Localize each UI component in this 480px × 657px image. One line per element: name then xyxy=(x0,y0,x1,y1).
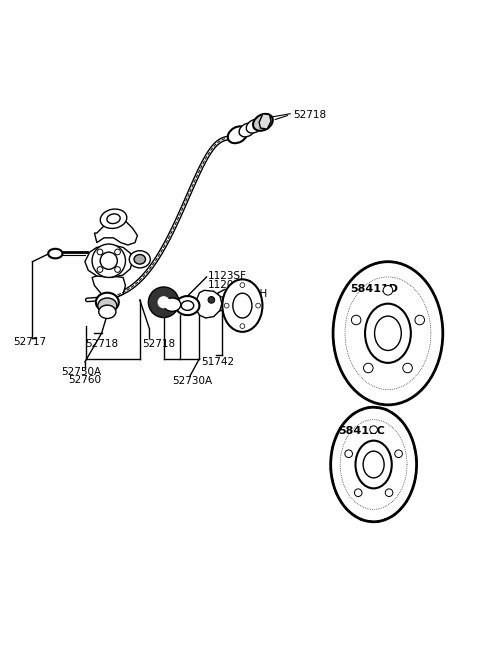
Text: 52718: 52718 xyxy=(293,110,326,120)
Text: 51742: 51742 xyxy=(201,357,234,367)
Ellipse shape xyxy=(181,301,194,310)
Circle shape xyxy=(148,287,179,317)
Text: 1123SF: 1123SF xyxy=(207,271,247,281)
Ellipse shape xyxy=(374,316,401,350)
Text: 1120NW: 1120NW xyxy=(207,280,252,290)
Text: 58411D: 58411D xyxy=(350,284,398,294)
Circle shape xyxy=(224,304,229,308)
Circle shape xyxy=(115,249,120,255)
Ellipse shape xyxy=(222,279,263,332)
Ellipse shape xyxy=(365,304,411,363)
Text: 52718: 52718 xyxy=(142,339,175,349)
Polygon shape xyxy=(92,276,125,298)
Circle shape xyxy=(354,489,362,497)
Circle shape xyxy=(403,363,412,373)
Circle shape xyxy=(158,296,169,308)
Polygon shape xyxy=(85,245,132,277)
Circle shape xyxy=(383,286,393,295)
Polygon shape xyxy=(95,219,137,245)
Circle shape xyxy=(395,450,402,457)
Circle shape xyxy=(370,426,377,434)
Ellipse shape xyxy=(176,296,199,315)
Ellipse shape xyxy=(233,293,252,318)
Circle shape xyxy=(97,249,103,255)
Circle shape xyxy=(208,296,215,304)
Text: 52730A: 52730A xyxy=(172,376,212,386)
Circle shape xyxy=(363,363,373,373)
Text: 52718: 52718 xyxy=(85,339,118,349)
Ellipse shape xyxy=(96,293,119,312)
Text: 52760: 52760 xyxy=(68,375,101,385)
Ellipse shape xyxy=(246,120,263,133)
Text: 58411C: 58411C xyxy=(338,426,384,436)
Text: 52750A: 52750A xyxy=(61,367,101,377)
Circle shape xyxy=(385,489,393,497)
Circle shape xyxy=(240,283,245,288)
Circle shape xyxy=(351,315,361,325)
Ellipse shape xyxy=(363,451,384,478)
Ellipse shape xyxy=(333,261,443,405)
Ellipse shape xyxy=(48,249,62,258)
Ellipse shape xyxy=(134,254,145,264)
Text: 52717: 52717 xyxy=(13,337,47,347)
Ellipse shape xyxy=(99,305,116,319)
Circle shape xyxy=(415,315,424,325)
Ellipse shape xyxy=(239,123,255,137)
Circle shape xyxy=(256,304,261,308)
Ellipse shape xyxy=(129,251,150,268)
Ellipse shape xyxy=(100,209,127,229)
Circle shape xyxy=(115,267,120,273)
Circle shape xyxy=(92,244,125,277)
Polygon shape xyxy=(196,290,222,318)
Ellipse shape xyxy=(107,214,120,223)
Circle shape xyxy=(240,324,245,328)
Ellipse shape xyxy=(98,298,117,313)
Ellipse shape xyxy=(253,114,273,131)
Text: 1360GH: 1360GH xyxy=(226,289,268,299)
Polygon shape xyxy=(259,114,271,129)
Ellipse shape xyxy=(356,441,392,488)
Ellipse shape xyxy=(228,126,248,143)
Circle shape xyxy=(100,252,117,269)
Ellipse shape xyxy=(164,298,181,311)
Ellipse shape xyxy=(331,407,417,522)
Circle shape xyxy=(345,450,352,457)
Circle shape xyxy=(97,267,103,273)
